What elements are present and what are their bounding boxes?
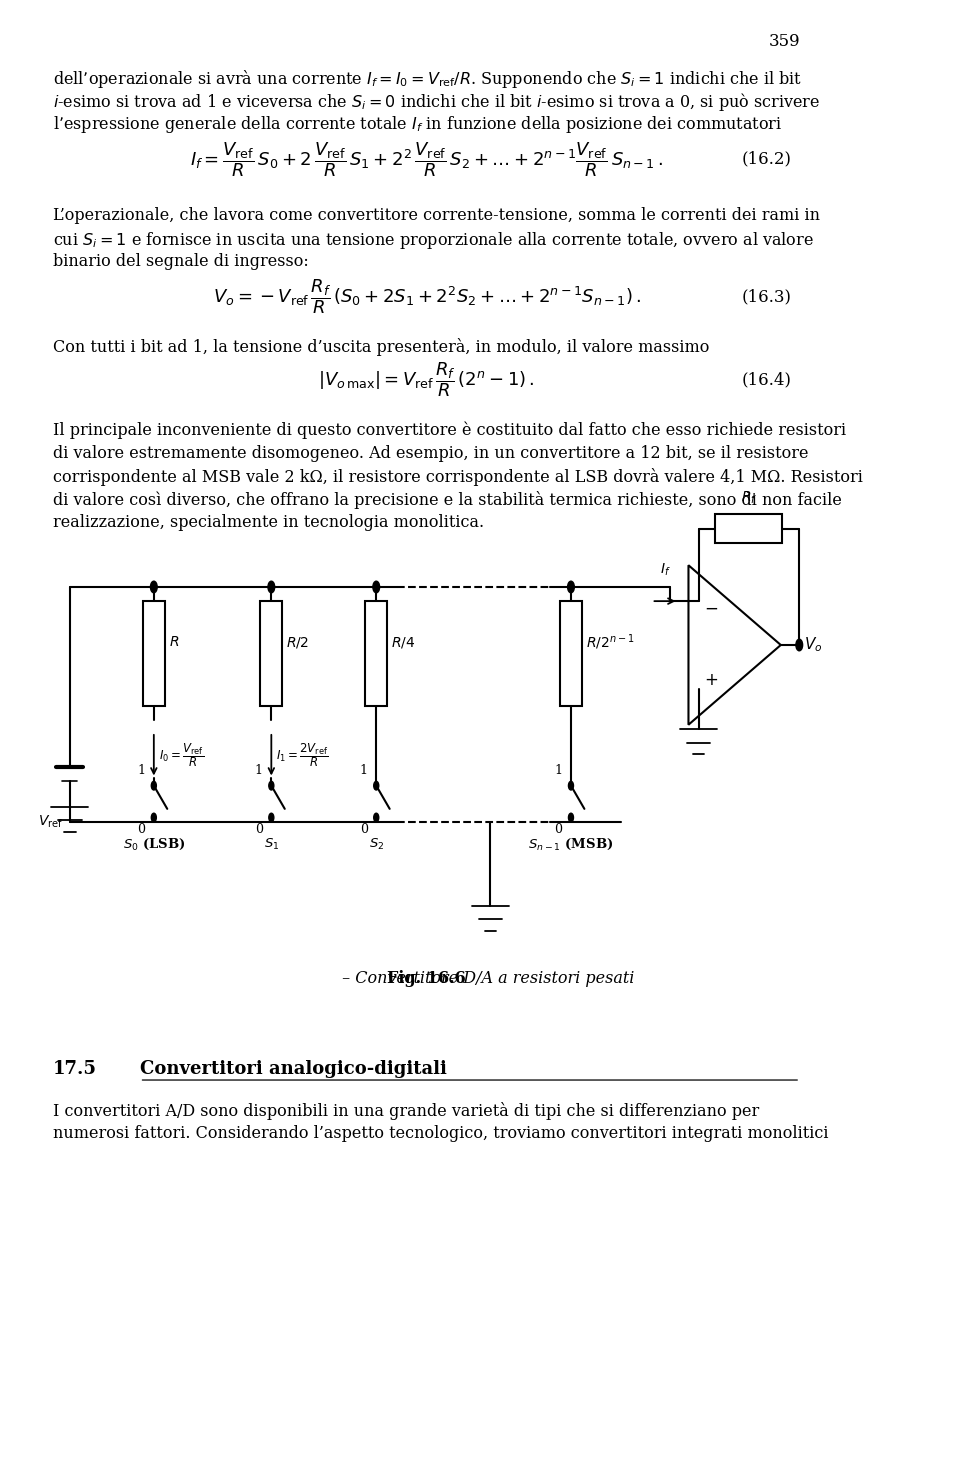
Text: I convertitori A/D sono disponibili in una grande varietà di tipi che si differe: I convertitori A/D sono disponibili in u… bbox=[53, 1102, 759, 1120]
Text: $I_1 = \dfrac{2V_{\rm ref}}{R}$: $I_1 = \dfrac{2V_{\rm ref}}{R}$ bbox=[276, 741, 329, 769]
Text: $I_f = \dfrac{V_{\rm ref}}{R}\, S_0 + 2\,\dfrac{V_{\rm ref}}{R}\, S_1 + 2^2\,\df: $I_f = \dfrac{V_{\rm ref}}{R}\, S_0 + 2\… bbox=[190, 141, 663, 179]
Circle shape bbox=[796, 640, 803, 651]
Circle shape bbox=[372, 581, 379, 593]
Text: cui $S_i = 1$ e fornisce in uscita una tensione proporzionale alla corrente tota: cui $S_i = 1$ e fornisce in uscita una t… bbox=[53, 230, 814, 252]
Text: realizzazione, specialmente in tecnologia monolitica.: realizzazione, specialmente in tecnologi… bbox=[53, 514, 484, 531]
FancyBboxPatch shape bbox=[560, 602, 582, 706]
Circle shape bbox=[568, 813, 573, 821]
Text: $R/2$: $R/2$ bbox=[286, 634, 310, 650]
Text: 0: 0 bbox=[360, 823, 368, 836]
Text: $S_1$: $S_1$ bbox=[264, 836, 279, 852]
Text: Convertitori analogico-digitali: Convertitori analogico-digitali bbox=[139, 1060, 446, 1078]
Circle shape bbox=[151, 581, 157, 593]
Text: $R/2^{n-1}$: $R/2^{n-1}$ bbox=[586, 632, 635, 651]
Text: Fig. 16.6: Fig. 16.6 bbox=[387, 971, 466, 987]
FancyBboxPatch shape bbox=[715, 514, 782, 543]
Text: $S_0$ (LSB): $S_0$ (LSB) bbox=[123, 836, 185, 852]
Text: $S_2$: $S_2$ bbox=[369, 836, 384, 852]
Text: 1: 1 bbox=[137, 764, 145, 777]
Text: (16.2): (16.2) bbox=[742, 151, 792, 168]
Circle shape bbox=[268, 581, 275, 593]
Text: di valore così diverso, che offrano la precisione e la stabilità termica richies: di valore così diverso, che offrano la p… bbox=[53, 492, 842, 509]
Text: $R/4$: $R/4$ bbox=[392, 634, 416, 650]
FancyBboxPatch shape bbox=[366, 602, 387, 706]
Text: $I_f$: $I_f$ bbox=[660, 562, 671, 578]
Text: $R_f$: $R_f$ bbox=[741, 489, 757, 505]
Text: (16.4): (16.4) bbox=[742, 370, 792, 388]
Text: – Convertitore D/A a resistori pesati: – Convertitore D/A a resistori pesati bbox=[337, 971, 634, 987]
Text: 1: 1 bbox=[555, 764, 563, 777]
Text: Con tutti i bit ad 1, la tensione d’uscita presenterà, in modulo, il valore mass: Con tutti i bit ad 1, la tensione d’usci… bbox=[53, 338, 709, 356]
Text: 1: 1 bbox=[255, 764, 263, 777]
Circle shape bbox=[373, 782, 379, 791]
Text: L’operazionale, che lavora come convertitore corrente-tensione, somma le corrent: L’operazionale, che lavora come converti… bbox=[53, 206, 820, 224]
Text: 359: 359 bbox=[768, 34, 800, 50]
Text: $+$: $+$ bbox=[704, 671, 718, 688]
Text: dell’operazionale si avrà una corrente $I_f = I_0 = V_{\rm ref}/R$. Supponendo c: dell’operazionale si avrà una corrente $… bbox=[53, 67, 803, 89]
Text: $-$: $-$ bbox=[704, 599, 718, 616]
Text: $V_{\rm ref}$: $V_{\rm ref}$ bbox=[38, 813, 63, 830]
Text: 0: 0 bbox=[137, 823, 145, 836]
Text: numerosi fattori. Considerando l’aspetto tecnologico, troviamo convertitori inte: numerosi fattori. Considerando l’aspetto… bbox=[53, 1124, 828, 1142]
Text: 0: 0 bbox=[255, 823, 263, 836]
Circle shape bbox=[152, 782, 156, 791]
FancyBboxPatch shape bbox=[143, 602, 165, 706]
Circle shape bbox=[567, 581, 574, 593]
Text: $|V_{o\,{\rm max}}| = V_{\rm ref}\,\dfrac{R_f}{R}\,(2^n - 1)\,.$: $|V_{o\,{\rm max}}| = V_{\rm ref}\,\dfra… bbox=[319, 360, 535, 400]
Circle shape bbox=[152, 813, 156, 821]
Text: l’espressione generale della corrente totale $I_f$ in funzione della posizione d: l’espressione generale della corrente to… bbox=[53, 114, 782, 135]
Text: (16.3): (16.3) bbox=[742, 288, 792, 306]
Text: 0: 0 bbox=[555, 823, 563, 836]
Text: Il principale inconveniente di questo convertitore è costituito dal fatto che es: Il principale inconveniente di questo co… bbox=[53, 422, 846, 439]
Text: 17.5: 17.5 bbox=[53, 1060, 97, 1078]
FancyBboxPatch shape bbox=[260, 602, 282, 706]
Text: corrispondente al MSB vale 2 kΩ, il resistore corrispondente al LSB dovrà valere: corrispondente al MSB vale 2 kΩ, il resi… bbox=[53, 468, 863, 486]
Text: $R$: $R$ bbox=[169, 635, 180, 649]
Text: $V_o$: $V_o$ bbox=[804, 635, 823, 654]
Circle shape bbox=[568, 782, 573, 791]
Circle shape bbox=[269, 813, 274, 821]
Circle shape bbox=[269, 782, 274, 791]
Text: $S_{n-1}$ (MSB): $S_{n-1}$ (MSB) bbox=[528, 836, 613, 852]
Text: di valore estremamente disomogeneo. Ad esempio, in un convertitore a 12 bit, se : di valore estremamente disomogeneo. Ad e… bbox=[53, 445, 808, 461]
Text: $I_0 = \dfrac{V_{\rm ref}}{R}$: $I_0 = \dfrac{V_{\rm ref}}{R}$ bbox=[158, 741, 204, 769]
Text: 1: 1 bbox=[360, 764, 368, 777]
Circle shape bbox=[373, 813, 379, 821]
Text: $V_o = -V_{\rm ref}\,\dfrac{R_f}{R}\,(S_0 + 2S_1 + 2^2 S_2 + \ldots + 2^{n-1} S_: $V_o = -V_{\rm ref}\,\dfrac{R_f}{R}\,(S_… bbox=[212, 278, 640, 316]
Text: $i$-esimo si trova ad 1 e viceversa che $S_i = 0$ indichi che il bit $i$-esimo s: $i$-esimo si trova ad 1 e viceversa che … bbox=[53, 91, 820, 113]
Text: binario del segnale di ingresso:: binario del segnale di ingresso: bbox=[53, 253, 309, 271]
